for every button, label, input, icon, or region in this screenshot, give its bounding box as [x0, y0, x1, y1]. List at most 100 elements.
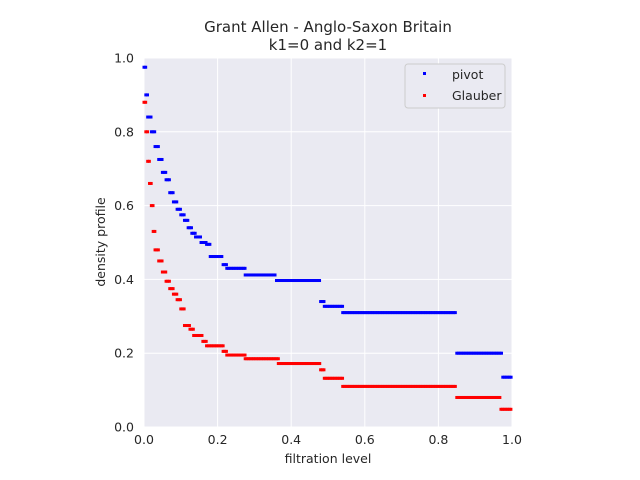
- data-point: [256, 357, 260, 361]
- data-point: [379, 311, 383, 315]
- data-point: [278, 279, 282, 283]
- data-point: [289, 279, 293, 283]
- data-point: [184, 218, 188, 222]
- data-point: [171, 200, 175, 204]
- data-point: [208, 242, 212, 246]
- data-point: [326, 304, 330, 308]
- data-point: [250, 273, 254, 277]
- data-point: [230, 266, 234, 270]
- data-point: [461, 395, 465, 399]
- data-point: [369, 384, 373, 388]
- data-point: [146, 130, 149, 134]
- data-point: [468, 395, 472, 399]
- data-point: [281, 362, 285, 366]
- data-point: [316, 279, 320, 283]
- data-point: [490, 395, 494, 399]
- data-point: [445, 311, 449, 315]
- data-point: [367, 311, 371, 315]
- data-point: [177, 207, 181, 211]
- data-point: [195, 333, 199, 337]
- data-point: [443, 384, 447, 388]
- data-point: [347, 311, 351, 315]
- data-point: [409, 311, 413, 315]
- data-point: [164, 170, 168, 174]
- data-point: [167, 279, 171, 283]
- data-point: [171, 292, 175, 296]
- data-point: [146, 115, 150, 119]
- data-point: [240, 266, 244, 270]
- data-point: [171, 191, 175, 195]
- data-point: [428, 311, 432, 315]
- data-point: [235, 353, 239, 357]
- legend-marker-pivot: [423, 72, 426, 75]
- data-point: [206, 344, 210, 348]
- data-point: [339, 304, 343, 308]
- data-point: [309, 362, 313, 366]
- data-point: [491, 351, 495, 355]
- data-point: [447, 384, 451, 388]
- data-point: [493, 351, 497, 355]
- data-point: [192, 333, 196, 337]
- data-point: [351, 311, 355, 315]
- data-point: [167, 178, 171, 182]
- data-point: [288, 279, 292, 283]
- data-point: [243, 353, 247, 357]
- data-point: [456, 351, 460, 355]
- data-point: [432, 311, 436, 315]
- data-point: [384, 384, 388, 388]
- data-point: [404, 311, 408, 315]
- data-point: [407, 384, 411, 388]
- data-point: [349, 311, 353, 315]
- data-point: [270, 273, 274, 277]
- data-point: [405, 311, 409, 315]
- data-point: [273, 357, 277, 361]
- data-point: [352, 384, 356, 388]
- data-point: [153, 130, 157, 134]
- data-point: [485, 351, 489, 355]
- data-point: [452, 311, 456, 315]
- data-point: [419, 384, 423, 388]
- data-point: [279, 279, 283, 283]
- data-point: [179, 213, 183, 217]
- data-point: [453, 311, 457, 315]
- data-point: [501, 375, 505, 379]
- data-point: [417, 311, 421, 315]
- data-point: [456, 395, 460, 399]
- data-point: [248, 357, 252, 361]
- data-point: [182, 213, 186, 217]
- data-point: [153, 145, 157, 149]
- data-point: [404, 384, 408, 388]
- data-point: [149, 204, 153, 208]
- data-point: [382, 384, 386, 388]
- data-point: [425, 384, 429, 388]
- data-point: [332, 304, 336, 308]
- data-point: [192, 231, 195, 235]
- data-point: [405, 384, 409, 388]
- data-point: [424, 311, 428, 315]
- data-point: [235, 266, 239, 270]
- data-point: [169, 287, 173, 291]
- data-point: [175, 298, 179, 302]
- y-tick-label: 0.0: [114, 420, 134, 435]
- data-point: [205, 242, 209, 246]
- data-point: [261, 273, 265, 277]
- data-point: [144, 65, 148, 69]
- data-point: [188, 327, 192, 331]
- data-point: [147, 159, 151, 163]
- data-point: [296, 362, 300, 366]
- data-point: [349, 384, 353, 388]
- data-point: [213, 255, 217, 259]
- data-point: [400, 384, 404, 388]
- data-point: [184, 324, 188, 328]
- data-point: [417, 384, 421, 388]
- data-point: [502, 407, 506, 411]
- data-point: [193, 333, 197, 337]
- legend-label-glauber: Glauber: [452, 88, 502, 103]
- data-point: [309, 279, 313, 283]
- data-point: [151, 204, 155, 208]
- data-point: [308, 279, 312, 283]
- data-point: [250, 357, 254, 361]
- data-point: [478, 351, 482, 355]
- data-point: [380, 384, 384, 388]
